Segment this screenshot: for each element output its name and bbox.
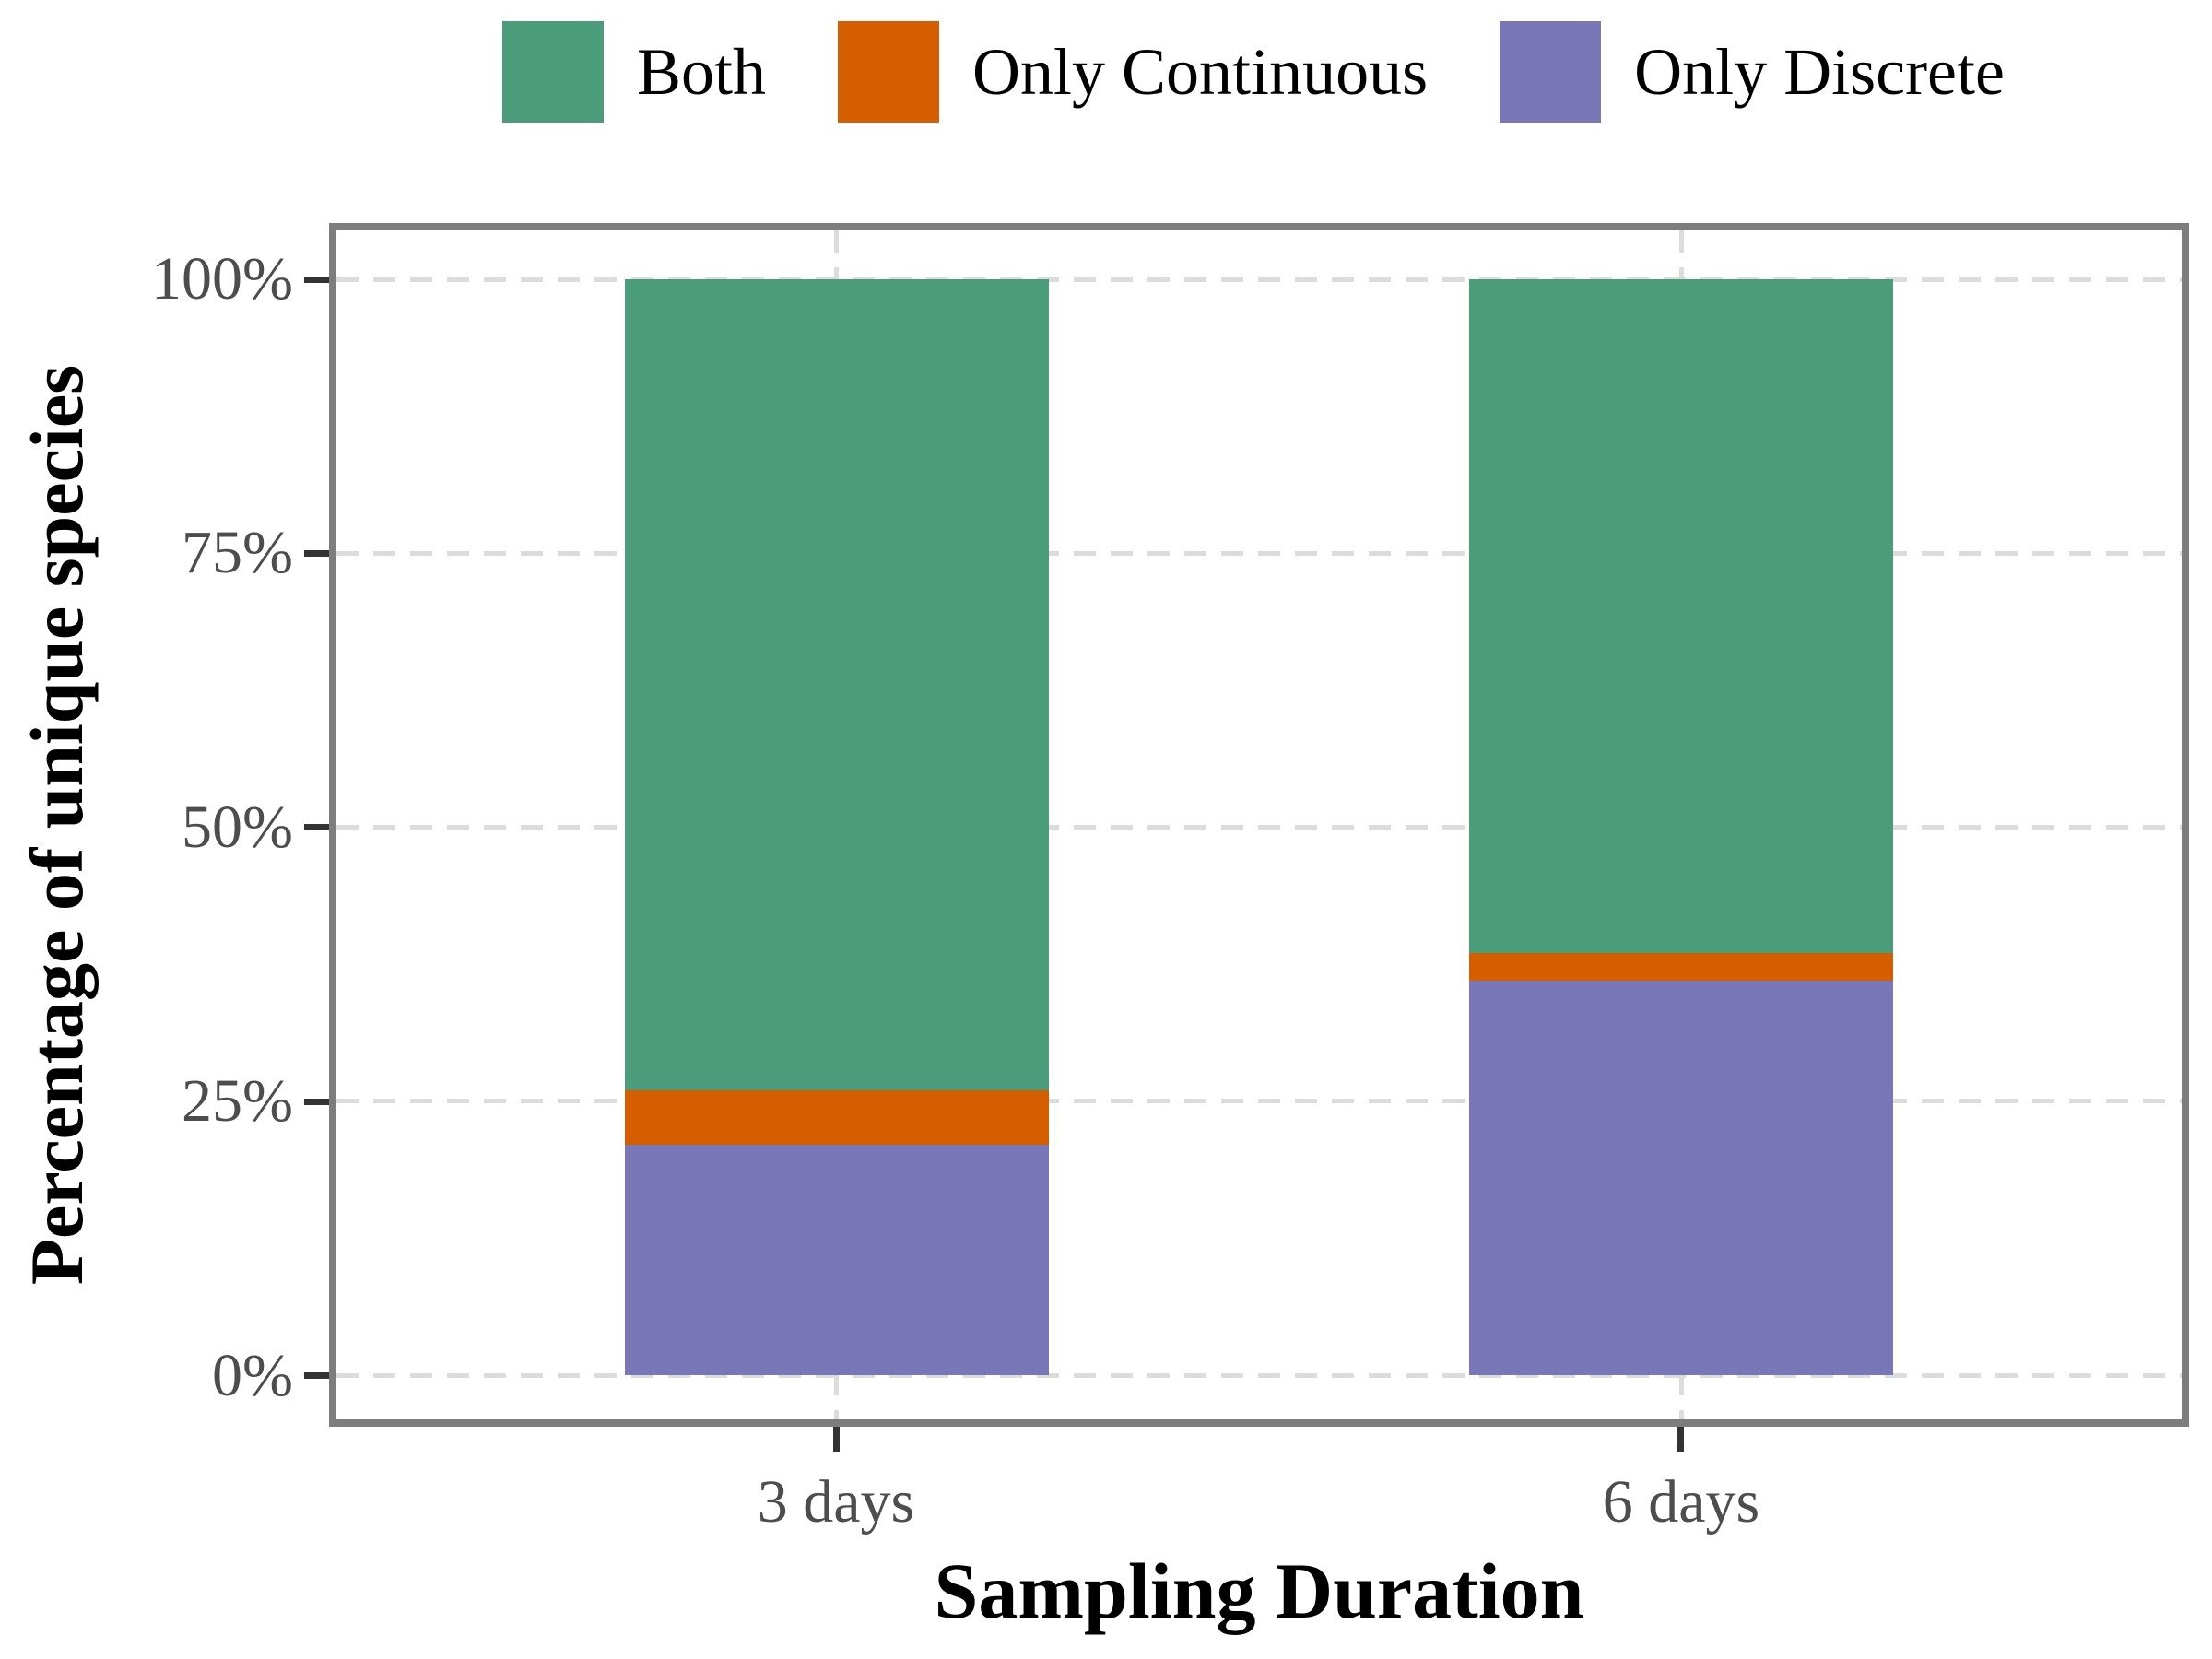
bar-3-days-both	[624, 279, 1049, 1090]
h-gridline-50	[336, 825, 2182, 830]
y-tick-label-50: 50%	[182, 794, 293, 861]
x-tick-6days	[1677, 1427, 1684, 1452]
y-tick-75	[304, 550, 329, 557]
y-tick-label-75: 75%	[182, 519, 293, 586]
y-tick-label-0: 0%	[212, 1342, 293, 1409]
legend-item-only-continuous: Only Continuous	[838, 21, 1428, 123]
x-tick-3days	[833, 1427, 840, 1452]
h-gridline-25	[336, 1099, 2182, 1104]
legend: Both Only Continuous Only Discrete	[502, 17, 2005, 127]
y-tick-label-25: 25%	[182, 1067, 293, 1135]
x-tick-label-6days: 6 days	[1602, 1468, 1760, 1535]
legend-swatch-both	[502, 21, 604, 123]
legend-item-both: Both	[502, 21, 766, 123]
h-gridline-0	[336, 1372, 2182, 1378]
h-gridline-100	[336, 276, 2182, 282]
bar-3-days-only-continuous	[624, 1089, 1049, 1146]
y-tick-100	[304, 276, 329, 283]
y-tick-50	[304, 824, 329, 830]
legend-label-both: Both	[637, 35, 767, 109]
legend-swatch-only-discrete	[1500, 21, 1602, 123]
y-axis-title: Percentage of unique species	[15, 364, 99, 1286]
x-tick-label-3days: 3 days	[757, 1468, 915, 1535]
plot-area	[336, 230, 2182, 1419]
y-tick-label-100: 100%	[151, 245, 293, 312]
bar-6-days-both	[1469, 279, 1893, 954]
x-axis-title: Sampling Duration	[934, 1547, 1584, 1635]
legend-swatch-only-continuous	[838, 21, 940, 123]
h-gridline-75	[336, 550, 2182, 556]
legend-item-only-discrete: Only Discrete	[1500, 21, 2005, 123]
y-tick-0	[304, 1372, 329, 1379]
y-tick-25	[304, 1099, 329, 1105]
bar-6-days-only-discrete	[1469, 980, 1893, 1375]
bar-3-days-only-discrete	[624, 1145, 1049, 1375]
legend-label-only-discrete: Only Discrete	[1634, 35, 2005, 109]
bar-6-days-only-continuous	[1469, 953, 1893, 981]
legend-label-only-continuous: Only Continuous	[972, 35, 1429, 109]
